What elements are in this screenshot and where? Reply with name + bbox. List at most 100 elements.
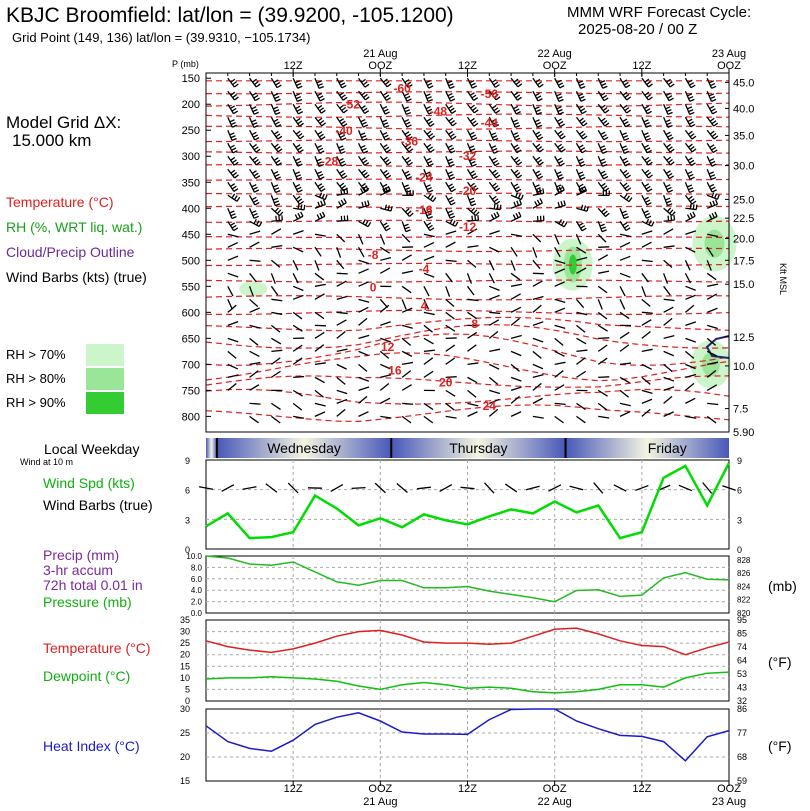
wind-barb-flag — [273, 200, 280, 204]
wind-barb-flag — [253, 215, 259, 219]
wind-barb-flag — [297, 111, 304, 115]
bottom-date-label: 22 Aug — [538, 796, 572, 808]
wind-barb-flag — [622, 169, 628, 174]
wind-barb-flag — [513, 91, 519, 96]
wind-barb-flag — [275, 111, 281, 115]
wind-barb-flag — [448, 161, 454, 165]
wind-barb-flag — [343, 188, 346, 195]
pressure-right-tick: 828 — [737, 556, 751, 565]
wind-barb-flag — [295, 158, 301, 162]
wind-barb — [576, 357, 586, 365]
wind-barb-flag — [538, 83, 544, 88]
wind-barb — [336, 363, 347, 370]
wind-barb-flag — [403, 184, 409, 188]
wind-barb-flag — [403, 223, 409, 227]
wind-barb-flag — [469, 158, 475, 162]
wind-barb-flag — [382, 131, 388, 136]
temperature-left-tick: 20 — [180, 650, 190, 660]
wind-barb-flag — [229, 210, 235, 214]
wind-barb-flag — [361, 121, 367, 126]
wind-barb — [423, 129, 432, 140]
wind-barb-flag — [230, 91, 236, 96]
wind-barb-flag — [470, 117, 475, 122]
wind-barb-flag — [360, 118, 366, 123]
wind-barb-flag — [233, 110, 239, 115]
wind-barb — [706, 246, 714, 257]
surface-wind-barb — [351, 487, 366, 489]
wind-barb-flag — [251, 210, 257, 214]
wind-barb — [445, 415, 457, 419]
wind-barb — [663, 298, 675, 302]
wind-barb — [292, 169, 298, 180]
weekday-name: Friday — [648, 440, 687, 456]
wind-barb-flag — [360, 157, 366, 161]
wind-barb-flag — [404, 170, 410, 175]
wind-barb-flag — [277, 135, 283, 140]
wind-barb-flag — [559, 146, 564, 151]
wind-barb-flag — [711, 212, 715, 219]
wind-barb — [510, 306, 522, 313]
wind-barb-flag — [316, 214, 321, 220]
wind-barb — [619, 311, 630, 320]
wind-barb-flag — [493, 172, 499, 177]
wind-barb-flag — [691, 148, 697, 153]
wind-barb-flag — [666, 143, 671, 148]
wind-barb-flag — [316, 80, 322, 84]
wind-barb-flag — [539, 198, 543, 204]
wind-barb-flag — [578, 222, 584, 227]
wind-barb — [314, 272, 325, 281]
wind-barb — [619, 331, 630, 339]
wind-barb — [663, 334, 675, 339]
wind-barb-flag — [626, 174, 631, 179]
wind-barb-flag — [426, 174, 432, 178]
wind-barb — [380, 415, 392, 419]
wind-barb — [489, 285, 500, 291]
wind-barb-flag — [515, 94, 521, 99]
wind-barb — [445, 103, 453, 114]
wind-barb — [685, 337, 696, 343]
temperature-contour-label: 8 — [471, 317, 478, 331]
wind-barb — [380, 190, 391, 196]
wind-barb-flag — [384, 124, 390, 129]
wind-barb-flag — [361, 135, 367, 139]
wind-barb-flag — [384, 137, 390, 141]
legend-temperature: Temperature (°C) — [6, 194, 114, 210]
wind-barb — [423, 220, 431, 231]
surface-wind-barb — [702, 482, 713, 494]
wind-barb-flag — [233, 195, 238, 201]
wind-barb-flag — [364, 201, 367, 207]
wind-barb-flag — [493, 185, 499, 190]
wind-barb — [466, 273, 472, 284]
wind-barb — [358, 317, 368, 326]
wind-barb — [706, 272, 717, 281]
wind-barb — [706, 260, 712, 271]
wind-barb-flag — [406, 176, 412, 180]
wind-barb-flag — [229, 132, 235, 136]
rh90-label: RH > 90% — [6, 395, 66, 410]
wind-barb-flag — [667, 124, 673, 128]
bottom-date-label: 23 Aug — [712, 796, 746, 808]
wind-barb — [554, 246, 561, 258]
wind-barb-flag — [231, 193, 236, 199]
wind-barb — [532, 373, 544, 378]
wind-barb-flag — [605, 212, 610, 218]
wind-barb — [423, 286, 430, 297]
wind-barb-flag — [469, 79, 475, 84]
wind-barb-flag — [534, 184, 540, 188]
wind-barb-flag — [536, 173, 542, 177]
wind-barb-flag — [558, 160, 564, 164]
temperature-right-tick: 95 — [737, 615, 747, 625]
wind-barb-flag — [709, 183, 715, 188]
wind-barb-flag — [689, 98, 695, 102]
wind-barb-flag — [580, 85, 586, 89]
wind-barb-flag — [255, 83, 261, 88]
wind-barb-flag — [471, 172, 477, 177]
wind-barb-flag — [449, 85, 455, 90]
temperature-left-tick: 5 — [185, 684, 190, 694]
wind-barb-flag — [253, 111, 259, 115]
forecast-cycle-label: MMM WRF Forecast Cycle: — [567, 4, 752, 21]
weekday-segment — [391, 438, 566, 458]
wind-barb-flag — [425, 171, 431, 175]
wind-barb-flag — [558, 120, 564, 125]
wind-barb-flag — [231, 147, 237, 151]
